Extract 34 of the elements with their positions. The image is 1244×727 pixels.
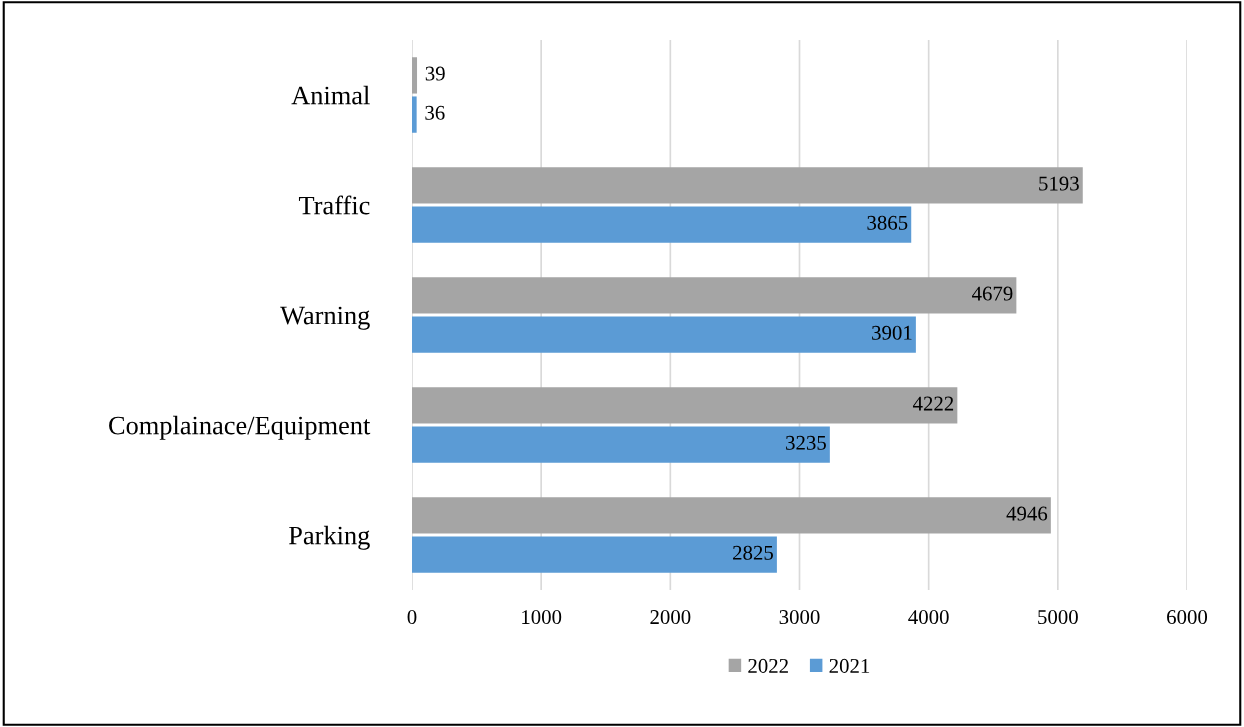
x-tick-label: 0 — [407, 610, 417, 625]
data-label: 3865 — [867, 215, 908, 230]
data-label: 4679 — [972, 286, 1013, 301]
data-label: 3235 — [786, 435, 826, 450]
x-tick-label: 1000 — [522, 610, 562, 625]
legend-label: 2022 — [748, 658, 788, 673]
x-tick-label: 4000 — [908, 610, 949, 625]
x-tick-label: 5000 — [1038, 610, 1078, 625]
data-label: 2825 — [733, 545, 773, 560]
bar — [412, 206, 912, 243]
bar — [412, 426, 830, 463]
bar — [412, 316, 916, 353]
data-label: 36 — [425, 105, 445, 120]
data-label: 3901 — [872, 325, 912, 340]
bar — [412, 387, 958, 424]
data-label: 39 — [425, 66, 445, 81]
x-tick-label: 2000 — [650, 610, 691, 625]
data-label: 5193 — [1039, 176, 1079, 191]
data-label: 4222 — [912, 396, 954, 411]
bar — [412, 96, 417, 133]
bar — [412, 497, 1051, 534]
y-tick-label: Animal — [291, 85, 370, 105]
x-tick-label: 3000 — [779, 610, 820, 625]
bar — [412, 57, 418, 94]
y-tick-label: Traffic — [298, 195, 370, 215]
legend-label: 2021 — [829, 658, 870, 673]
y-tick-label: Warning — [280, 306, 370, 330]
bar — [412, 536, 777, 573]
y-tick-label: Parking — [289, 525, 370, 550]
y-tick-label: Complainace/Equipment — [109, 415, 371, 440]
bar — [412, 277, 1017, 314]
data-label: 4946 — [1006, 506, 1048, 521]
bar — [412, 167, 1083, 204]
x-tick-label: 6000 — [1167, 610, 1208, 625]
